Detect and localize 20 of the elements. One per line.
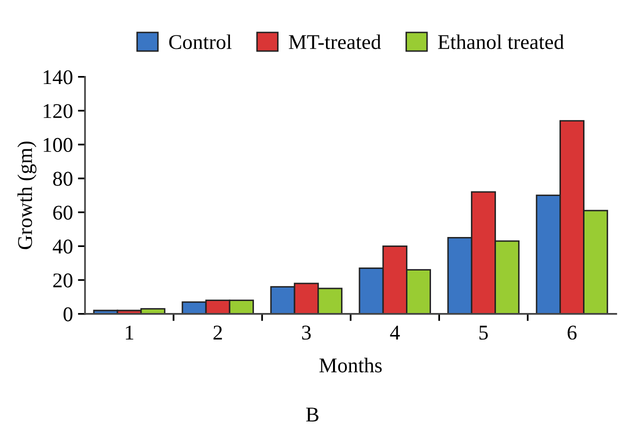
x-tick-label: 4 <box>390 326 400 340</box>
y-tick-label: 80 <box>53 172 72 186</box>
legend-label: Control <box>169 34 232 50</box>
y-tick-label: 100 <box>44 138 72 152</box>
x-tick-label: 5 <box>479 326 488 340</box>
y-tick-label: 60 <box>53 206 72 220</box>
y-tick-label: 140 <box>44 70 72 84</box>
y-tick-label: 0 <box>64 307 72 322</box>
x-axis-title: Months <box>319 358 382 372</box>
y-axis-title: Growth (gm) <box>17 142 36 250</box>
y-tick-label: 40 <box>52 240 72 254</box>
legend-label: Ethanol treated <box>438 34 564 50</box>
y-tick-label: 20 <box>53 273 72 288</box>
x-tick-label: 6 <box>568 326 577 340</box>
x-tick-label: 1 <box>126 326 134 340</box>
x-tick-label: 3 <box>302 326 311 340</box>
y-tick-label: 120 <box>44 104 72 118</box>
text: B <box>306 408 318 422</box>
x-tick-label: 2 <box>214 326 222 340</box>
legend-label: MT-treated <box>288 34 381 50</box>
